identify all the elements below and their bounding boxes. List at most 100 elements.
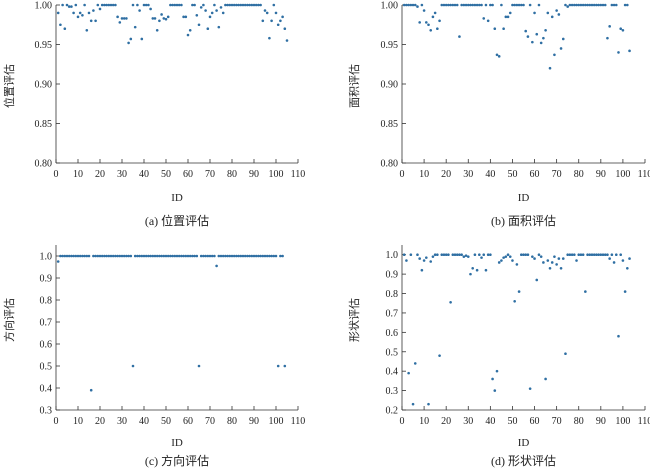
data-point (100, 254, 104, 258)
data-point (261, 19, 265, 23)
data-point (235, 3, 238, 7)
data-point (87, 254, 91, 258)
data-point (473, 3, 477, 7)
data-point (489, 253, 492, 257)
data-point (184, 254, 188, 258)
data-point (595, 3, 598, 7)
data-point (531, 255, 534, 258)
data-point (268, 36, 271, 40)
data-point (241, 254, 245, 258)
data-point (219, 254, 223, 258)
data-point (458, 35, 461, 38)
data-point (590, 3, 594, 7)
data-point (553, 255, 556, 258)
x-tick-label: 70 (552, 169, 562, 180)
data-point (440, 253, 444, 257)
y-tick-label: 0.8 (40, 296, 53, 307)
data-point (228, 254, 232, 258)
data-point (575, 259, 578, 262)
data-point (586, 3, 589, 7)
data-point (557, 257, 561, 260)
data-point (519, 3, 523, 7)
y-tick-label: 0.5 (40, 362, 53, 373)
data-point (433, 11, 437, 15)
data-point (413, 3, 417, 7)
data-point (184, 15, 188, 19)
x-tick-label: 110 (638, 169, 650, 180)
data-point (608, 25, 611, 28)
data-point (272, 254, 276, 258)
data-point (486, 253, 490, 257)
data-point (270, 254, 273, 258)
data-point (116, 254, 119, 258)
data-point (422, 259, 426, 262)
data-point (279, 19, 282, 23)
data-point (539, 255, 543, 258)
data-point (460, 253, 463, 257)
data-point (592, 3, 596, 7)
data-point (94, 254, 97, 258)
data-point (175, 254, 179, 258)
x-tick-label: 60 (530, 169, 540, 180)
data-point (127, 41, 130, 45)
data-point (522, 3, 525, 7)
data-point (519, 253, 523, 257)
data-point (191, 254, 194, 258)
x-tick-label: 30 (463, 169, 473, 180)
data-point (447, 3, 450, 7)
data-point (495, 53, 499, 57)
data-point (122, 17, 126, 20)
data-point (528, 387, 532, 390)
x-tick-label: 50 (507, 416, 517, 427)
x-tick-label: 90 (249, 416, 259, 427)
data-point (153, 254, 157, 258)
data-point (239, 254, 243, 258)
y-tick-label: 0.2 (386, 406, 399, 417)
data-point (413, 362, 417, 365)
data-point (81, 254, 84, 258)
data-point (138, 254, 141, 258)
data-point (546, 11, 550, 15)
data-point (246, 254, 249, 258)
data-point (579, 3, 583, 7)
data-point (103, 254, 106, 258)
data-point (226, 3, 229, 7)
data-point (105, 254, 108, 258)
data-point (175, 3, 179, 7)
x-axis-label: ID (171, 437, 183, 449)
data-point (67, 254, 71, 258)
data-point (235, 254, 238, 258)
subfigure-caption: (a) 位置评估 (145, 213, 209, 228)
data-point (561, 257, 565, 260)
data-point (517, 3, 521, 7)
data-point (151, 254, 155, 258)
data-point (500, 3, 503, 7)
data-point (237, 254, 240, 258)
data-point (603, 253, 607, 257)
data-point (213, 254, 216, 258)
data-point (213, 3, 216, 7)
data-point (486, 19, 490, 23)
data-point (85, 254, 89, 258)
data-point (138, 9, 141, 12)
data-point (433, 253, 437, 257)
x-tick-label: 60 (530, 416, 540, 427)
y-tick-label: 0.4 (40, 384, 53, 395)
y-tick-label: 1.0 (386, 250, 399, 261)
data-point (283, 27, 287, 31)
data-point (96, 3, 100, 7)
data-point (283, 364, 287, 368)
data-point (416, 5, 419, 8)
data-point (72, 11, 75, 15)
data-point (191, 3, 194, 7)
x-tick-label: 60 (183, 169, 193, 180)
x-tick-label: 50 (161, 169, 171, 180)
data-point (623, 290, 627, 293)
data-point (425, 256, 428, 259)
data-point (526, 253, 530, 257)
data-point (601, 3, 605, 7)
data-point (83, 254, 86, 258)
data-point (127, 254, 130, 258)
data-point (56, 260, 60, 263)
x-tick-label: 80 (574, 169, 584, 180)
